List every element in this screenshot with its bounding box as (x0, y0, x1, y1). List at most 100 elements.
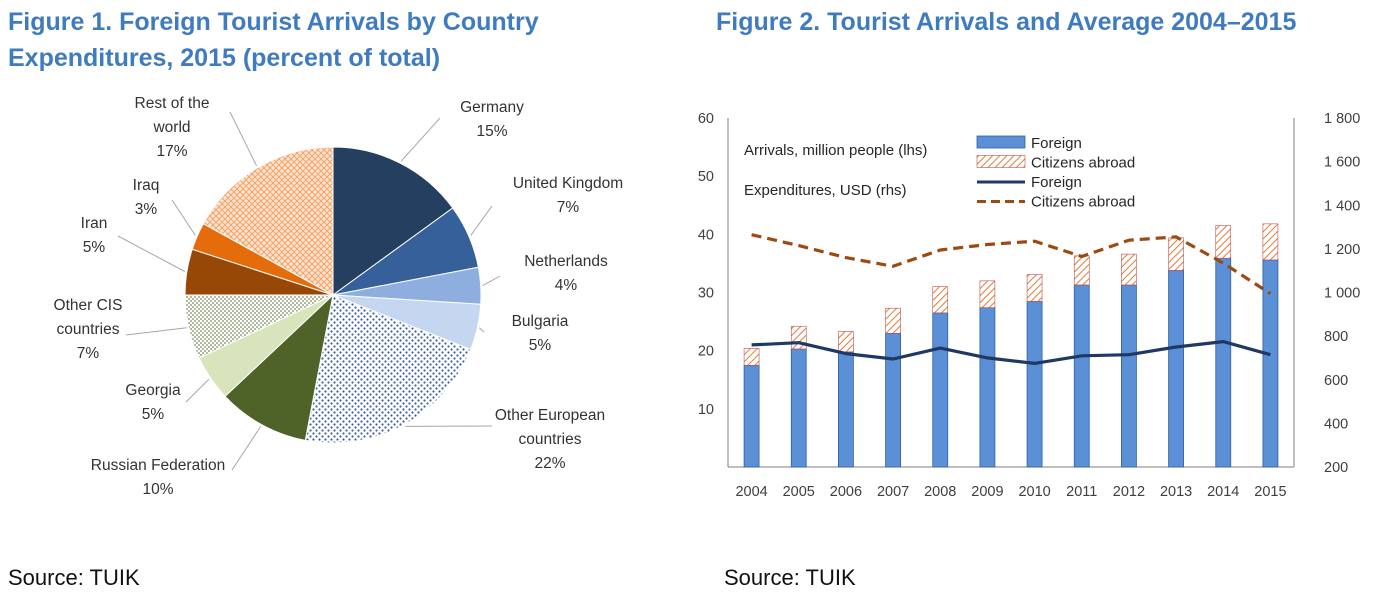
bar-foreign (1168, 269, 1184, 468)
figure1-title-line1: Figure 1. Foreign Tourist Arrivals by Co… (8, 8, 539, 36)
bar-citizens-abroad (1121, 253, 1137, 286)
bar-foreign (932, 312, 949, 468)
right-axis-tick-label: 1 600 (1324, 155, 1360, 171)
right-axis-tick-label: 400 (1324, 416, 1348, 432)
pie-leader-line (229, 111, 258, 167)
bar-foreign (885, 332, 901, 468)
bar-line-chart: 10 20 30 40 50 60 200 400 600 800 1 000 1 200 1 400 1… (698, 111, 1360, 500)
chart-axes: 10 20 30 40 50 60 200 400 600 800 1 000 1 200 1 400 1… (698, 111, 1360, 500)
annotation-expenditures: Expenditures, USD (rhs) (744, 182, 907, 199)
left-axis-tick-label: 30 (698, 286, 714, 302)
left-axis-tick-label: 20 (698, 344, 714, 360)
bar-citizens-abroad (1262, 223, 1279, 261)
pie-label-percent: 5% (83, 239, 106, 256)
left-axis-tick-label: 10 (698, 402, 714, 418)
pie-slices (184, 146, 482, 444)
right-axis-tick-label: 600 (1324, 373, 1348, 389)
chart-annotations: Arrivals, million people (lhs) Expenditur… (744, 142, 927, 199)
legend-label: Foreign (1031, 135, 1082, 152)
pie-leader-line (470, 205, 493, 236)
bar-citizens-abroad (932, 286, 949, 314)
line-series (751, 233, 1272, 365)
pie-label-name: countries (57, 321, 120, 338)
legend-label: Foreign (1031, 174, 1082, 191)
pie-leader-line (231, 426, 262, 471)
x-axis-tick-label: 2011 (1066, 484, 1097, 500)
x-axis-tick-label: 2008 (924, 484, 956, 500)
pie-leader-line (125, 327, 187, 336)
bar-series (743, 223, 1279, 468)
legend-marker-foreign-bar (976, 135, 1026, 149)
figure1-title: Figure 1. Foreign Tourist Arrivals by Co… (8, 4, 539, 76)
pie-label-name: Germany (460, 99, 524, 116)
pie-label-name: Iraq (133, 177, 160, 194)
x-axis-tick-label: 2005 (783, 484, 815, 500)
pie-labels: Germany 15% United Kingdom 7% Netherlands 4% B… (54, 95, 624, 498)
right-axis-tick-label: 1 200 (1324, 242, 1360, 258)
x-axis-tick-label: 2015 (1254, 484, 1286, 500)
pie-leader-line (185, 378, 210, 403)
pie-label-percent: 5% (529, 337, 552, 354)
line-foreign-expenditures (751, 340, 1271, 365)
x-axis-tick-label: 2004 (735, 484, 767, 500)
figure1-source: Source: TUIK (8, 565, 140, 590)
pie-label-percent: 4% (555, 277, 578, 294)
pie-label-name: Rest of the (135, 95, 210, 112)
legend-marker-abroad-bar (976, 155, 1026, 168)
bar-citizens-abroad (743, 348, 760, 366)
left-axis-tick-label: 50 (698, 169, 714, 185)
pie-leader-line (479, 327, 485, 333)
pie-label-percent: 17% (156, 143, 187, 160)
x-axis-tick-label: 2009 (971, 484, 1003, 500)
bar-citizens-abroad (885, 307, 901, 334)
pie-leader-line (171, 199, 196, 236)
pie-leader-line (482, 275, 501, 287)
pie-leader-line (117, 235, 186, 272)
x-axis-tick-label: 2006 (830, 484, 862, 500)
right-axis-tick-label: 1 400 (1324, 198, 1360, 214)
pie-label-name: Georgia (125, 382, 181, 399)
pie-slice-rest-of-the-world (202, 146, 334, 296)
bar-foreign (1262, 259, 1279, 468)
bar-citizens-abroad (1215, 225, 1232, 259)
pie-label-name: countries (519, 431, 582, 448)
bar-foreign (1073, 284, 1090, 468)
bar-citizens-abroad (1026, 274, 1043, 302)
right-axis-tick-label: 1 000 (1324, 286, 1360, 302)
pie-label-percent: 22% (534, 455, 565, 472)
x-axis-tick-label: 2013 (1160, 484, 1192, 500)
right-axis-tick-label: 1 800 (1324, 111, 1360, 127)
annotation-arrivals: Arrivals, million people (lhs) (744, 142, 927, 159)
bar-foreign (1121, 284, 1137, 468)
line-citizens-abroad-expenditures (751, 233, 1272, 295)
bar-foreign (979, 307, 996, 468)
bar-citizens-abroad (979, 280, 996, 308)
pie-label-percent: 10% (142, 481, 173, 498)
right-axis-tick-label: 200 (1324, 460, 1348, 476)
figure2-source: Source: TUIK (724, 565, 856, 590)
left-axis-tick-label: 40 (698, 227, 714, 243)
figure1-title-line2: Expenditures, 2015 (percent of total) (8, 44, 441, 72)
pie-label-percent: 5% (142, 406, 165, 423)
pie-label-name: world (152, 119, 190, 136)
pie-leader-line (400, 117, 441, 162)
pie-label-name: Other CIS (54, 297, 123, 314)
bar-citizens-abroad (1168, 237, 1184, 271)
pie-chart: Germany 15% United Kingdom 7% Netherlands 4% B… (54, 95, 624, 498)
pie-leader-lines (117, 111, 501, 471)
legend-label: Citizens abroad (1031, 155, 1135, 172)
pie-label-name: Iran (81, 215, 108, 232)
chart-legend: Foreign Citizens abroad Foreign Citizens ab… (976, 135, 1135, 211)
x-axis-tick-label: 2010 (1018, 484, 1050, 500)
figure2-title: Figure 2. Tourist Arrivals and Average 2… (716, 8, 1297, 36)
bar-foreign (790, 348, 807, 468)
pie-label-name: Bulgaria (512, 313, 569, 330)
pie-label-percent: 7% (77, 345, 100, 362)
bar-foreign (838, 351, 854, 468)
pie-slice-germany (332, 146, 454, 296)
x-axis-tick-label: 2012 (1113, 484, 1145, 500)
pie-label-percent: 7% (557, 199, 580, 216)
x-axis-tick-label: 2014 (1207, 484, 1239, 500)
legend-label: Citizens abroad (1031, 194, 1135, 211)
pie-slice-other-european-countries (304, 294, 472, 444)
